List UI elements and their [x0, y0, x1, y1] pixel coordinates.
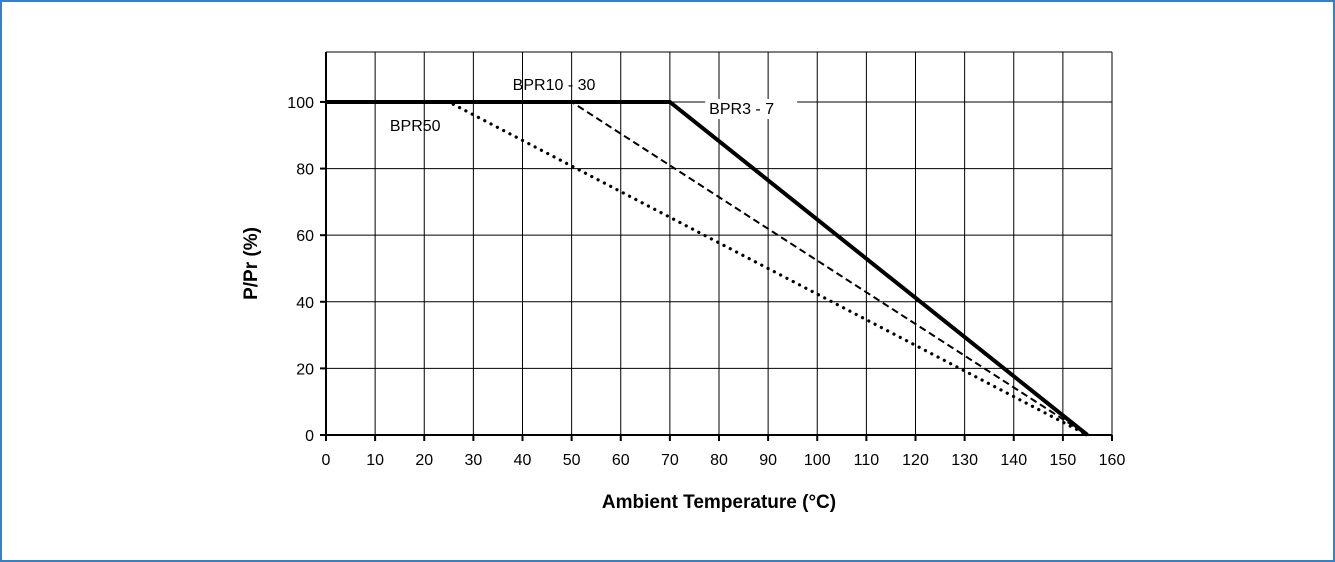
series-label: BPR50 — [390, 118, 441, 135]
x-tick-label: 40 — [514, 452, 532, 469]
y-axis-title: P/Pr (%) — [241, 227, 262, 300]
x-tick-label: 60 — [612, 452, 630, 469]
y-tick-label: 100 — [287, 95, 314, 112]
y-tick-label: 80 — [296, 162, 314, 179]
x-tick-label: 160 — [1099, 452, 1126, 469]
x-tick-label: 10 — [366, 452, 384, 469]
y-tick-label: 60 — [296, 228, 314, 245]
series-line-bpr50 — [324, 100, 1090, 437]
x-axis-title: Ambient Temperature (°C) — [602, 492, 836, 513]
x-tick-label: 70 — [661, 452, 679, 469]
x-tick-label: 90 — [759, 452, 777, 469]
x-tick-label: 20 — [415, 452, 433, 469]
y-tick-label: 20 — [296, 361, 314, 378]
y-tick-label: 0 — [305, 428, 314, 445]
x-tick-label: 150 — [1050, 452, 1077, 469]
x-tick-label: 120 — [902, 452, 929, 469]
series-lines — [324, 99, 1090, 437]
tick-labels: 0 10 20 30 40 50 60 70 80 90 100 110 120 130 140 150 160… — [287, 95, 1125, 469]
series-label: BPR3 - 7 — [709, 101, 774, 118]
series-labels: BPR3 - 7 BPR10 - 30 BPR50 — [390, 77, 798, 135]
x-tick-label: 140 — [1000, 452, 1027, 469]
x-tick-label: 130 — [951, 452, 978, 469]
axes — [320, 52, 1113, 441]
series-line-bpr10-30 — [326, 100, 1088, 436]
x-tick-label: 80 — [710, 452, 728, 469]
x-tick-label: 0 — [322, 452, 331, 469]
series-label: BPR10 - 30 — [513, 77, 596, 94]
series-label-bg — [705, 99, 798, 119]
series-line-bpr3-7 — [326, 99, 1089, 437]
x-tick-label: 110 — [854, 452, 880, 469]
x-tick-label: 30 — [464, 452, 482, 469]
y-tick-label: 40 — [296, 295, 314, 312]
x-tick-label: 100 — [804, 452, 831, 469]
x-tick-label: 50 — [563, 452, 581, 469]
